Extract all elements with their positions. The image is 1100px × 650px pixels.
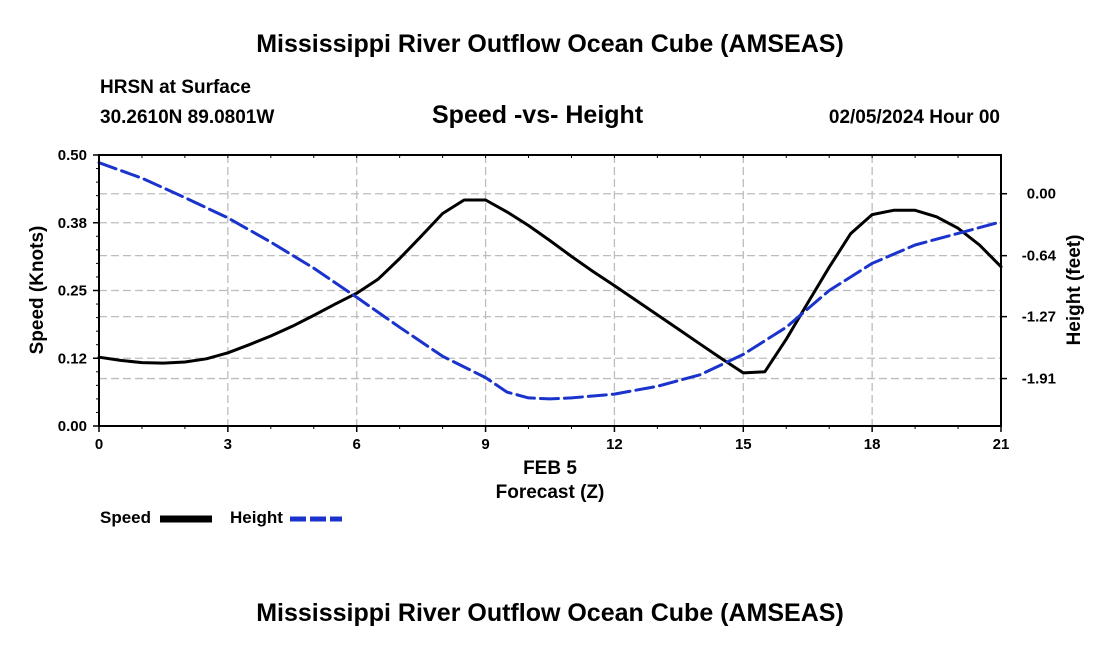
chart-subtitle: Speed -vs- Height xyxy=(432,101,644,129)
x-tick-label: 6 xyxy=(353,436,361,453)
x-axis-date-label: FEB 5 xyxy=(523,458,577,479)
footer-title: Mississippi River Outflow Ocean Cube (AM… xyxy=(256,599,844,627)
x-tick-label: 18 xyxy=(864,436,881,453)
x-tick-label: 21 xyxy=(993,436,1010,453)
datetime-label: 02/05/2024 Hour 00 xyxy=(828,107,1000,128)
series-layer xyxy=(97,161,1003,401)
legend-speed-swatch xyxy=(160,515,212,523)
y-left-tick-label: 0.38 xyxy=(58,215,87,232)
legend-height-label: Height xyxy=(230,508,283,527)
y-left-tick-label: 0.00 xyxy=(58,418,87,435)
series-line-height xyxy=(97,161,1003,401)
y-left-tick-label: 0.25 xyxy=(58,283,87,300)
x-tick-label: 12 xyxy=(606,436,623,453)
y-right-tick-label: 0.00 xyxy=(1027,186,1056,203)
grid-layer xyxy=(99,155,1001,426)
y-right-tick-label: -1.27 xyxy=(1022,309,1056,326)
station-label: HRSN at Surface xyxy=(100,77,251,98)
legend-speed-label: Speed xyxy=(100,508,152,527)
y-axis-right-title: Height (feet) xyxy=(1064,234,1085,346)
tick-layer xyxy=(93,154,1007,432)
y-right-tick-label: -0.64 xyxy=(1022,248,1057,265)
x-tick-label: 3 xyxy=(224,436,232,453)
label-layer: 0 3 6 9 12 15 18 21 0.00 0.12 0.25 0.38 0.50 0.00 -0.6… xyxy=(58,147,1057,453)
x-tick-label: 15 xyxy=(735,436,752,453)
legend-height-swatch xyxy=(290,516,342,522)
location-label: 30.2610N 89.0801W xyxy=(100,107,275,128)
x-axis-title: Forecast (Z) xyxy=(495,482,605,503)
chart-title: Mississippi River Outflow Ocean Cube (AM… xyxy=(256,30,844,58)
y-axis-left-title: Speed (Knots) xyxy=(27,225,48,355)
y-left-tick-label: 0.50 xyxy=(58,147,87,164)
y-left-tick-label: 0.12 xyxy=(58,350,87,367)
x-tick-label: 0 xyxy=(95,436,103,453)
series-line-speed xyxy=(97,198,1003,375)
x-tick-label: 9 xyxy=(481,436,489,453)
y-right-tick-label: -1.91 xyxy=(1022,371,1056,388)
